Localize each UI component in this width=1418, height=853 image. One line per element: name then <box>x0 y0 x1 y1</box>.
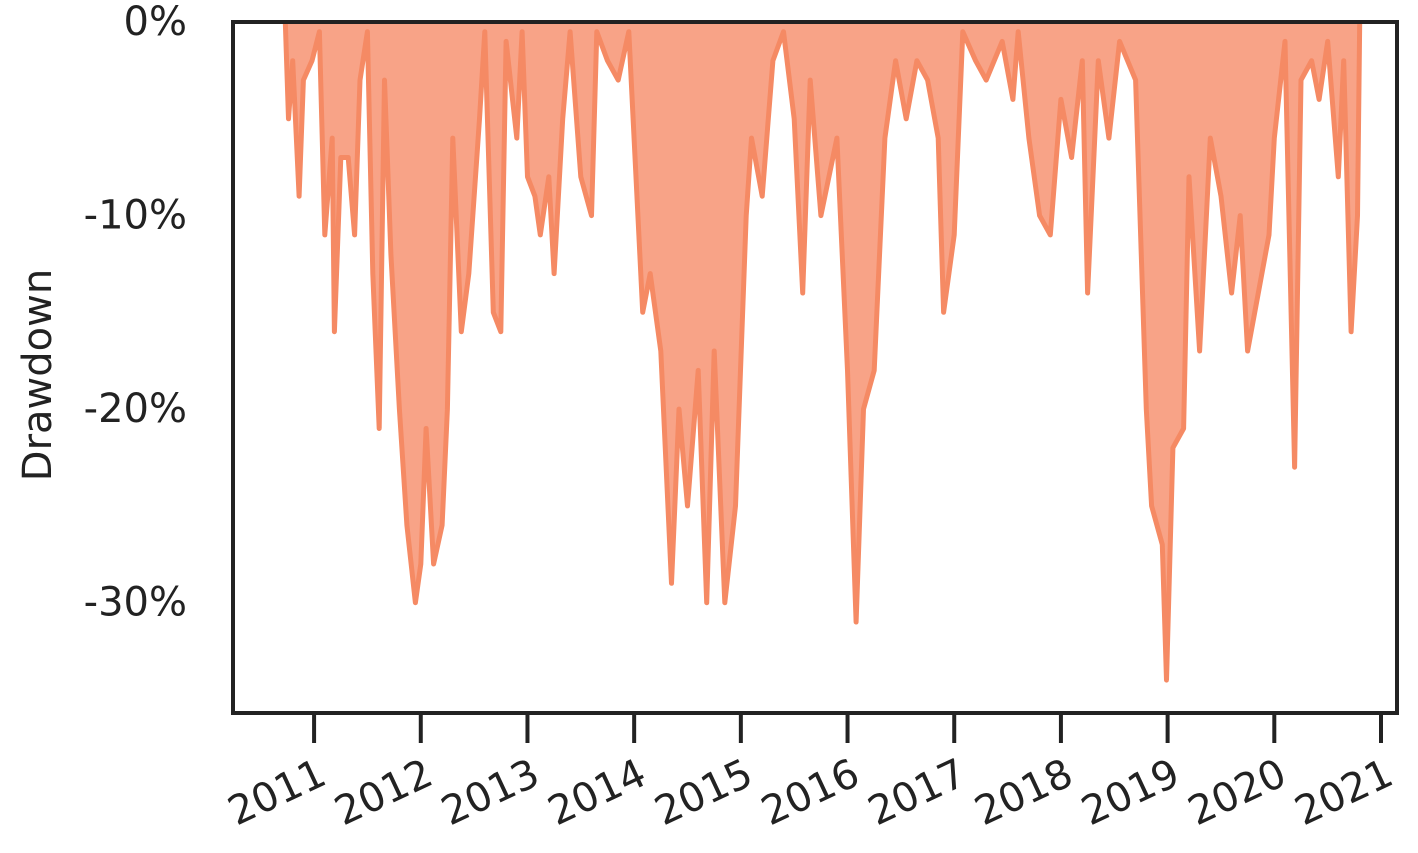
x-tick-label: 2015 <box>648 750 760 835</box>
x-tick-label: 2011 <box>221 750 333 835</box>
x-tick-label: 2020 <box>1181 750 1293 835</box>
x-tick-label: 2013 <box>435 750 547 835</box>
y-tick-label: -30% <box>84 580 187 626</box>
x-tick-label: 2016 <box>755 750 867 835</box>
x-tick-label: 2014 <box>541 750 653 835</box>
y-axis-label: Drawdown <box>15 269 61 481</box>
x-tick-label: 2019 <box>1075 750 1187 835</box>
y-tick-label: 0% <box>124 0 187 45</box>
x-tick-label: 2017 <box>861 750 973 835</box>
plot-frame <box>231 20 1399 715</box>
y-tick-label: -10% <box>84 193 187 239</box>
x-tick-label: 2018 <box>968 750 1080 835</box>
x-tick-label: 2012 <box>328 750 440 835</box>
x-tick-label: 2021 <box>1288 750 1400 835</box>
y-tick-label: -20% <box>84 386 187 432</box>
line <box>282 21 1363 683</box>
